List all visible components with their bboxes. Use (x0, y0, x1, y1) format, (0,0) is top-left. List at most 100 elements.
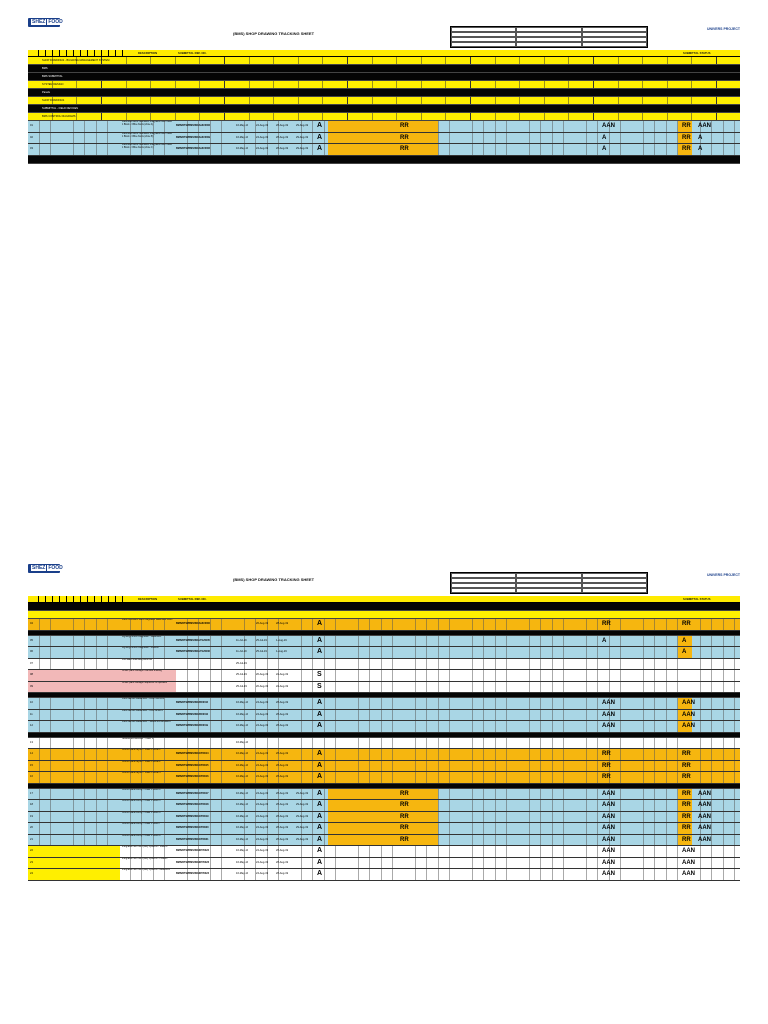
status-code-final: RR (602, 774, 611, 780)
status-code: A (317, 636, 323, 644)
row-description: Field devices datasheets - Duct sensors (122, 709, 163, 712)
section-row: SHOP DRAWINGS - BUILDING MANAGEMENT SYST… (28, 57, 740, 65)
row-submittal: BMS/DTM/BMS/SD/AHU/0002 (176, 135, 211, 139)
date-received: 24-Aug-19 (256, 135, 269, 139)
date-reviewed: 1-Aug-19 (276, 638, 287, 642)
date-returned: 29-Aug-19 (296, 124, 309, 127)
row-description: Field-level BMS controllers integration … (122, 121, 173, 127)
row-submittal: BMS/DTM/BMS/SD/CP/0017 (176, 791, 209, 795)
status-code-final: RR (602, 621, 611, 627)
table-row: 05 Lighting control integration - Basemen… (28, 635, 740, 647)
date-submitted: 16-May-19 (236, 135, 249, 139)
status-summary: AAN (682, 871, 695, 877)
status-summary: A (682, 637, 687, 644)
row-submittal: BMS/DTM/BMS/SD/AHU/0003 (176, 147, 211, 150)
row-number: 19 (30, 814, 33, 818)
date-received: 25-Jul-19 (256, 650, 267, 653)
date-received: 25-Jul-19 (256, 638, 267, 642)
status-summary: RR (682, 762, 691, 769)
status-summary: RR (682, 134, 691, 141)
date-submitted: 16-May-19 (236, 826, 249, 829)
row-description: Integration with third party systems - B… (122, 869, 170, 871)
table-row: 12 Field devices datasheets - Valves and … (28, 721, 740, 733)
date-received: 26-Aug-19 (256, 622, 269, 625)
status-summary-final: AAN (698, 836, 711, 843)
date-submitted: 16-May-19 (236, 124, 249, 127)
row-description: Control panel wiring - Tower 1 Level 7 (122, 823, 161, 825)
status-code: A (317, 761, 323, 769)
row-description: Field-level BMS controllers integration … (122, 132, 173, 138)
section-row (28, 611, 740, 619)
table-row: 08 Chiller plant manager interface drawin… (28, 670, 740, 682)
logo-badge-2: FOOD (47, 565, 64, 571)
date-submitted: 25-Jul-19 (236, 673, 247, 676)
date-submitted: 25-Jul-19 (236, 684, 247, 688)
table-row: 15 Control panel layout - Tower 1 Level 2… (28, 760, 740, 772)
date-received: 24-Aug-19 (256, 712, 269, 716)
date-submitted: 16-May-19 (236, 814, 249, 818)
status-summary: RR (682, 774, 691, 780)
row-number: 01 (30, 124, 33, 127)
row-number: 18 (30, 803, 33, 806)
company-logo: SHEZ FOOD (28, 18, 64, 27)
row-description: Integration with third party systems - T… (122, 846, 168, 848)
row-submittal: BMS/DTM/BMS/SD/FD/0012 (176, 724, 209, 727)
row-description: Control panel wiring - Tower 1 Level 6 (122, 811, 161, 814)
table-row: 23 Integration with third party systems -… (28, 857, 740, 869)
status-code: A (317, 722, 323, 729)
date-submitted: 16-May-19 (236, 147, 249, 150)
status-summary-final: AAN (698, 802, 711, 808)
section-row (28, 603, 740, 611)
row-number: 05 (30, 638, 33, 642)
date-returned: 29-Aug-19 (296, 791, 309, 795)
row-description: Network architecture - Tower 1 (122, 737, 154, 740)
status-summary-final: AAN (698, 825, 711, 831)
project-label-2: UNIVERS PROJECT (706, 573, 740, 577)
row-number: 03 (30, 147, 33, 150)
status-code-revision: RR (400, 825, 409, 831)
sheet-page-1: SHEZ FOOD (BMS) SHOP DRAWING TRACKING SHE… (28, 18, 740, 168)
table-row: 10 Field devices datasheets - Room sensor… (28, 698, 740, 710)
table-row: 02 Field-level BMS controllers integratio… (28, 132, 740, 144)
table-row: 06 Lighting control integration - Podium B… (28, 647, 740, 659)
date-submitted: 16-May-19 (236, 860, 249, 864)
date-received: 20-Aug-19 (256, 673, 269, 676)
col-status: SUBMITTAL STATUS (683, 51, 711, 55)
status-code-final: AAN (602, 790, 615, 797)
date-submitted: 16-May-19 (236, 791, 249, 795)
status-summary: RR (682, 146, 691, 152)
date-reviewed: 26-Aug-19 (276, 860, 289, 864)
date-reviewed: 26-Aug-19 (276, 752, 289, 755)
date-reviewed: 28-Aug-19 (276, 622, 289, 625)
row-description: Chiller plant manager sequence of operat… (122, 681, 168, 684)
status-summary: RR (682, 751, 691, 757)
row-description: Field devices datasheets - Room sensors (122, 698, 165, 700)
row-submittal: BMS/DTM/BMS/SD/INT/0024 (176, 872, 210, 875)
col-description-2: DESCRIPTION (138, 597, 158, 601)
status-code: A (317, 801, 323, 808)
row-description: Field devices datasheets - Valves and ac… (122, 721, 171, 723)
status-code-final: AAN (602, 836, 615, 843)
status-code-final: A (602, 134, 607, 141)
status-summary: AAN (682, 711, 695, 718)
status-code-final: A (602, 637, 607, 644)
date-received: 24-Aug-19 (256, 849, 269, 852)
row-number: 07 (30, 661, 33, 665)
status-code: A (317, 789, 323, 797)
date-received: 20-Aug-19 (256, 684, 269, 688)
section-row: BMS CONTROL DIAGRAMS (28, 113, 740, 121)
project-label: UNIVERS PROJECT (706, 27, 740, 31)
row-number: 22 (30, 849, 33, 852)
status-code-revision: RR (400, 802, 409, 808)
table-row: 24 Integration with third party systems -… (28, 869, 740, 881)
table-row: 22 Integration with third party systems -… (28, 846, 740, 858)
status-summary: A (682, 649, 687, 655)
date-received: 24-Aug-19 (256, 814, 269, 818)
row-number: 20 (30, 826, 33, 829)
table-row: 11 Field devices datasheets - Duct sensor… (28, 709, 740, 721)
section-footer (28, 155, 740, 164)
date-received: 24-Aug-19 (256, 860, 269, 864)
row-description: Control panel layout - Tower 1 Level 3 (122, 772, 161, 774)
date-reviewed: 26-Aug-19 (276, 803, 289, 806)
tracking-table-1: DESCRIPTION SUBMITTAL REF. NO. SUBMITTAL… (28, 50, 740, 164)
